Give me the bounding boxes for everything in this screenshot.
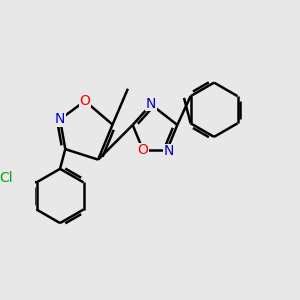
Text: N: N — [146, 97, 156, 111]
Text: Cl: Cl — [0, 171, 13, 185]
Text: N: N — [164, 144, 174, 158]
Text: O: O — [80, 94, 90, 108]
Text: N: N — [55, 112, 65, 126]
Text: O: O — [138, 143, 148, 158]
